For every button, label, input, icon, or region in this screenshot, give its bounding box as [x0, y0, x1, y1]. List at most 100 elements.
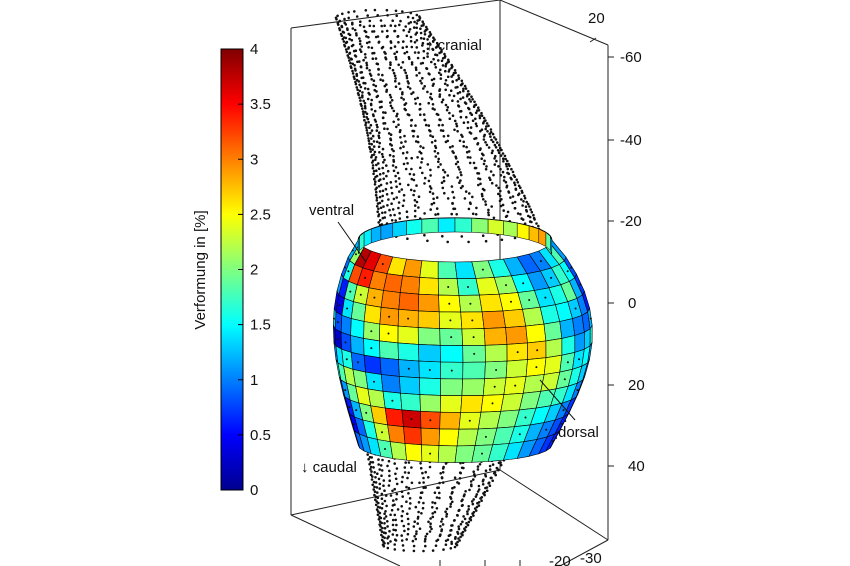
- strain-cell: [483, 327, 508, 346]
- cloud-point: [516, 181, 520, 184]
- cloud-point: [358, 42, 362, 46]
- cloud-point: [381, 535, 385, 538]
- cloud-point: [402, 98, 406, 101]
- cloud-point: [411, 129, 414, 133]
- cloud-point: [480, 157, 484, 160]
- cloud-point: [383, 536, 386, 540]
- cloud-point: [416, 96, 420, 100]
- cloud-point: [391, 533, 395, 536]
- cloud-point: [437, 59, 440, 62]
- cloud-point: [425, 67, 428, 70]
- cloud-point: [422, 486, 426, 490]
- cloud-point: [421, 171, 424, 175]
- cloud-point: [349, 57, 353, 60]
- cloud-point: [402, 162, 406, 166]
- cloud-point: [430, 202, 434, 206]
- cloud-point: [439, 118, 442, 122]
- cloud-point: [439, 73, 443, 76]
- cloud-point: [462, 89, 465, 93]
- cloud-point: [390, 191, 394, 195]
- cloud-point: [359, 102, 363, 106]
- cloud-point: [421, 506, 425, 510]
- cloud-point: [438, 88, 442, 91]
- cloud-point: [439, 77, 443, 80]
- cloud-point: [379, 183, 383, 187]
- cloud-point: [405, 151, 409, 154]
- cloud-point: [482, 162, 486, 166]
- colorbar-tick-label: 1: [250, 372, 258, 389]
- cloud-point: [419, 496, 423, 500]
- cloud-point: [373, 471, 377, 474]
- cloud-point: [415, 39, 419, 42]
- cloud-point: [419, 79, 422, 83]
- cloud-point: [410, 63, 414, 66]
- cloud-point: [376, 35, 380, 38]
- cloud-point: [376, 472, 379, 476]
- cloud-point: [469, 202, 472, 206]
- cloud-point: [385, 182, 389, 185]
- cloud-point: [380, 152, 384, 156]
- strain-cell: [399, 275, 421, 295]
- surface-point: [566, 361, 569, 364]
- cloud-point: [468, 517, 472, 520]
- cloud-point: [415, 74, 419, 77]
- cloud-point: [369, 465, 373, 469]
- colorbar-tick-label: 3.5: [250, 96, 271, 113]
- cloud-point: [399, 136, 402, 139]
- surface-point: [344, 266, 346, 269]
- cloud-point: [344, 23, 348, 26]
- cloud-point: [453, 476, 457, 480]
- cloud-point: [386, 546, 390, 550]
- cloud-point: [394, 539, 398, 542]
- cloud-point: [450, 185, 454, 188]
- surface-point: [469, 302, 472, 305]
- strain-cell: [350, 335, 365, 356]
- cloud-point: [461, 520, 464, 524]
- cloud-point: [394, 55, 398, 59]
- cloud-point: [513, 183, 517, 187]
- cloud-point: [374, 498, 377, 502]
- cloud-point: [520, 198, 523, 201]
- surface-point: [407, 367, 410, 370]
- cloud-point: [394, 85, 398, 88]
- cloud-point: [383, 158, 386, 162]
- cloud-point: [404, 108, 408, 112]
- cloud-point: [523, 196, 527, 200]
- cloud-point: [375, 199, 379, 202]
- cloud-point: [424, 544, 427, 548]
- cloud-point: [390, 186, 393, 190]
- cloud-point: [441, 186, 445, 190]
- cloud-point: [423, 85, 427, 88]
- cloud-point: [351, 72, 355, 75]
- cloud-point: [392, 528, 395, 532]
- cloud-point: [390, 219, 394, 222]
- cloud-point: [533, 218, 536, 221]
- strain-surface: [332, 239, 593, 463]
- cloud-point: [484, 203, 488, 206]
- cloud-point: [446, 174, 450, 177]
- cloud-point: [405, 76, 409, 80]
- cloud-point: [403, 52, 407, 55]
- surface-point: [333, 317, 335, 320]
- cloud-point: [371, 148, 374, 151]
- surface-point: [510, 300, 512, 303]
- cloud-point: [461, 184, 464, 188]
- cloud-point: [395, 533, 399, 537]
- cloud-point: [378, 482, 382, 486]
- cloud-point: [460, 82, 464, 86]
- cloud-point: [458, 110, 462, 113]
- cloud-point: [387, 535, 390, 538]
- cloud-point: [365, 35, 368, 38]
- cloud-point: [524, 205, 528, 208]
- cloud-point: [440, 528, 444, 531]
- cloud-point: [359, 99, 362, 102]
- cloud-point: [383, 50, 386, 54]
- cloud-point: [437, 160, 440, 163]
- cloud-point: [382, 111, 385, 114]
- cloud-point: [494, 138, 498, 141]
- cloud-point: [370, 142, 374, 146]
- rim-inner-cell: [454, 217, 473, 233]
- cloud-point: [369, 473, 373, 477]
- cloud-point: [455, 124, 459, 128]
- cloud-point: [480, 192, 484, 196]
